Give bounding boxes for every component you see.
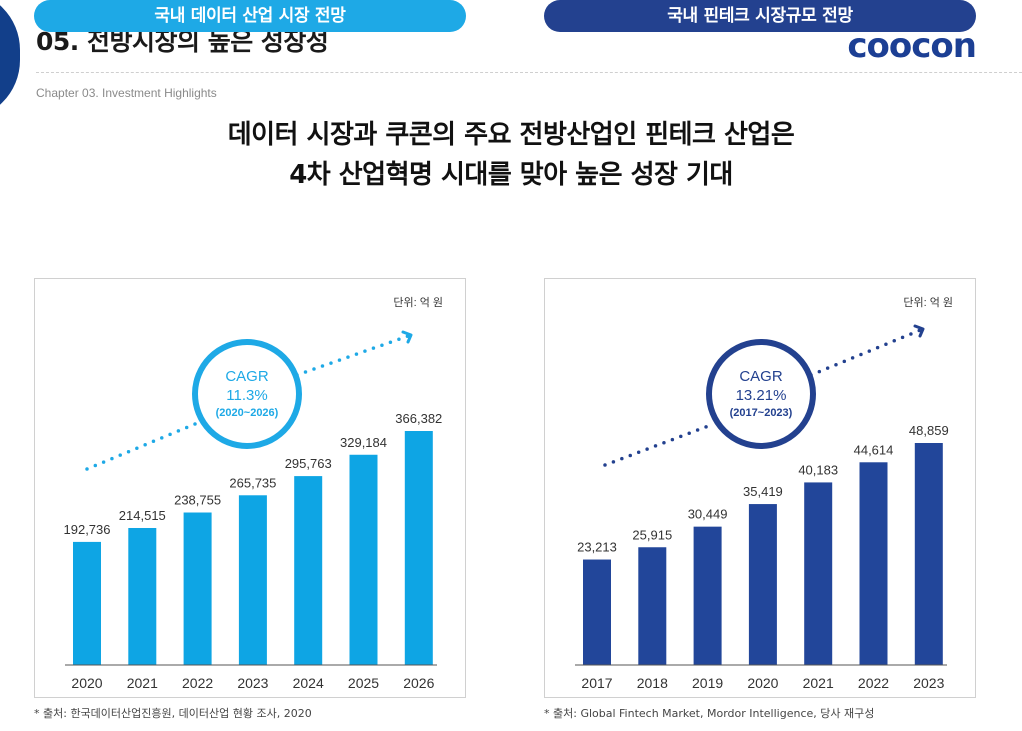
cagr-period: (2020~2026) [216,407,279,419]
value-label-2022: 44,614 [854,442,894,457]
value-label-2019: 30,449 [688,507,728,522]
value-label-2023: 265,735 [229,475,276,490]
value-label-2017: 23,213 [577,540,617,555]
fintech-market-source: * 출처: Global Fintech Market, Mordor Inte… [544,707,875,720]
tick-label-2020: 2020 [747,675,778,691]
cagr-label: CAGR [225,368,269,385]
trend-line [809,327,925,377]
fintech-market-chart: 단위: 억 원 CAGR 13.21% (2017~2023) 23,213 2017 25… [575,296,953,691]
trend-arrow-head [913,324,925,338]
value-label-2020: 192,736 [64,522,111,537]
tick-label-2023: 2023 [237,675,268,691]
tick-label-2022: 2022 [858,675,889,691]
unit-label: 단위: 억 원 [903,296,953,309]
trend-line [85,417,209,471]
value-label-2018: 25,915 [632,527,672,542]
bar-2021 [128,527,157,665]
cagr-value: 13.21% [736,387,787,404]
bar-2017 [583,559,611,665]
bar-2023 [238,495,267,665]
cagr-label: CAGR [739,368,783,385]
value-label-2023: 48,859 [909,423,949,438]
value-label-2025: 329,184 [340,435,387,450]
coocon-logo: coocon [847,26,977,66]
tick-label-2026: 2026 [403,675,434,691]
cagr-circle [706,339,816,449]
tick-label-2021: 2021 [127,675,158,691]
cagr-period: (2017~2023) [730,407,793,419]
header-divider [36,72,1022,73]
trend-arrow-head [401,330,413,344]
corner-decoration [0,0,20,120]
headline-line-1: 데이터 시장과 쿠콘의 주요 전방산업인 핀테크 산업은 [227,120,795,150]
value-label-2021: 40,183 [798,462,838,477]
tick-label-2020: 2020 [71,675,102,691]
bar-2021 [804,482,833,665]
bar-2025 [349,454,378,665]
unit-label: 단위: 억 원 [393,296,443,309]
tick-label-2017: 2017 [581,675,612,691]
tick-label-2025: 2025 [348,675,379,691]
trend-line [295,333,413,377]
tick-label-2023: 2023 [913,675,944,691]
bar-2024 [294,476,323,665]
tick-label-2022: 2022 [182,675,213,691]
cagr-value: 11.3% [226,387,267,404]
trend-line [603,423,713,467]
fintech-market-chart-panel: 단위: 억 원 CAGR 13.21% (2017~2023) 23,213 2017 25… [544,278,976,698]
bar-2026 [404,431,433,665]
tick-label-2018: 2018 [637,675,668,691]
value-label-2022: 238,755 [174,493,221,508]
tick-label-2024: 2024 [293,675,324,691]
data-market-source: * 출처: 한국데이터산업진흥원, 데이터산업 현황 조사, 2020 [34,707,312,720]
data-market-chart-panel: 단위: 억 원 CAGR 11.3% (2020~2026) 192,736 2020 21… [34,278,466,698]
tick-label-2021: 2021 [803,675,834,691]
value-label-2021: 214,515 [119,508,166,523]
bar-2018 [638,547,667,665]
bar-2020 [73,541,101,665]
bar-2022 [859,462,888,665]
cagr-circle [192,339,302,449]
data-market-chart: 단위: 억 원 CAGR 11.3% (2020~2026) 192,736 2020 21… [64,296,444,691]
bar-2020 [748,504,777,665]
value-label-2024: 295,763 [285,456,332,471]
value-label-2026: 366,382 [395,411,442,426]
headline-line-2: 4차 산업혁명 시대를 맞아 높은 성장 기대 [289,160,733,190]
bar-2023 [914,443,943,665]
chapter-label: Chapter 03. Investment Highlights [36,86,217,100]
bar-2022 [183,512,212,665]
bar-2019 [693,526,722,665]
tick-label-2019: 2019 [692,675,723,691]
data-market-chart-title: 국내 데이터 산업 시장 전망 [34,0,466,32]
fintech-market-chart-title: 국내 핀테크 시장규모 전망 [544,0,976,32]
value-label-2020: 35,419 [743,484,783,499]
